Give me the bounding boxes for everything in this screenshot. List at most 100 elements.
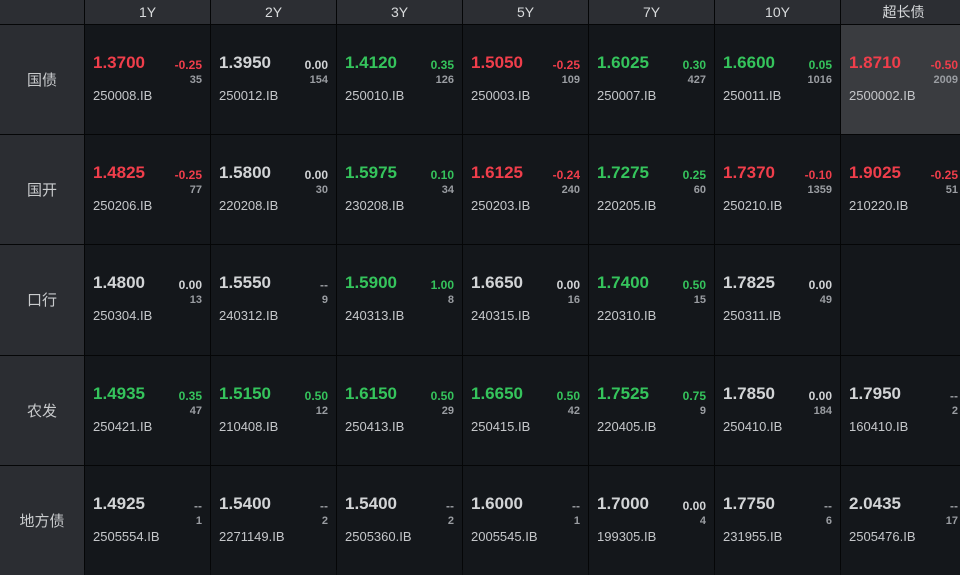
quote-cell[interactable]: 1.7850 0.00 184 250410.IB [715, 355, 840, 465]
quote-cell[interactable]: 1.3950 0.00 154 250012.IB [211, 25, 336, 135]
bond-code: 220208.IB [219, 198, 279, 214]
yield-value: 1.7850 [723, 383, 775, 403]
quote-cell[interactable]: 1.7825 0.00 49 250311.IB [715, 245, 840, 355]
yield-value: 1.6650 [471, 273, 523, 293]
yield-change: 0.50 [430, 388, 454, 403]
quote-cell[interactable]: 1.4120 0.35 126 250010.IB [337, 25, 462, 135]
bond-code: 250007.IB [597, 88, 657, 103]
bond-code: 240315.IB [471, 308, 531, 324]
quote-cell[interactable]: 1.7525 0.75 9 220405.IB [589, 355, 714, 465]
column-header-ultra-long[interactable]: 超长债 [841, 0, 960, 24]
yield-change: -0.25 [174, 168, 202, 183]
quote-cell[interactable]: 1.5975 0.10 34 230208.IB [337, 135, 462, 245]
yield-change: 0.35 [430, 58, 454, 72]
row-label: 国开 [0, 135, 84, 245]
bond-code: 250010.IB [345, 88, 405, 103]
trade-volume: 240 [561, 184, 580, 197]
quote-cell[interactable]: 1.5150 0.50 12 210408.IB [211, 355, 336, 465]
yield-change: -0.50 [930, 58, 958, 72]
yield-change: 0.00 [304, 168, 328, 183]
yield-change: -- [824, 498, 832, 513]
quote-cell[interactable]: 1.9025 -0.25 51 210220.IB [841, 135, 960, 245]
yield-change: 0.00 [178, 278, 202, 293]
yield-value: 1.7400 [597, 273, 649, 293]
trade-volume: 1 [573, 514, 580, 527]
quote-cell[interactable]: 1.7950 -- 2 160410.IB [841, 355, 960, 465]
yield-value: 1.6650 [471, 383, 523, 403]
quote-cell[interactable]: 1.7000 0.00 4 199305.IB [589, 465, 714, 575]
yield-value: 1.7370 [723, 163, 775, 183]
trade-volume: 109 [561, 74, 580, 86]
bond-code: 220405.IB [597, 418, 657, 434]
header-corner [0, 0, 84, 24]
trade-volume: 6 [825, 514, 832, 527]
yield-change: 0.00 [682, 498, 706, 513]
trade-volume: 9 [321, 294, 328, 307]
row-label: 国债 [0, 25, 84, 135]
yield-change: -- [950, 388, 958, 403]
bond-code: 250203.IB [471, 198, 531, 214]
quote-cell[interactable]: 1.6000 -- 1 2005545.IB [463, 465, 588, 575]
yield-change: 0.25 [682, 168, 706, 183]
trade-volume: 30 [315, 184, 328, 197]
bond-code: 2271149.IB [219, 528, 285, 544]
quote-cell[interactable]: 1.4925 -- 1 2505554.IB [85, 465, 210, 575]
yield-change: 0.35 [178, 388, 202, 403]
quote-cell[interactable]: 1.5050 -0.25 109 250003.IB [463, 25, 588, 135]
yield-change: -- [320, 498, 328, 513]
quote-cell[interactable]: 1.5550 -- 9 240312.IB [211, 245, 336, 355]
column-header-7y[interactable]: 7Y [589, 0, 714, 24]
yield-change: 0.00 [808, 388, 832, 403]
quote-cell[interactable]: 1.6025 0.30 427 250007.IB [589, 25, 714, 135]
yield-change: 0.50 [556, 388, 580, 403]
yield-value: 1.5550 [219, 273, 271, 293]
quote-cell[interactable]: 1.7400 0.50 15 220310.IB [589, 245, 714, 355]
yield-change: -- [446, 498, 454, 513]
quote-cell[interactable]: 2.0435 -- 17 2505476.IB [841, 465, 960, 575]
quote-cell[interactable]: 1.3700 -0.25 35 250008.IB [85, 25, 210, 135]
trade-volume: 47 [189, 404, 202, 417]
yield-value: 1.6025 [597, 53, 649, 72]
yield-value: 1.5975 [345, 163, 397, 183]
quote-cell[interactable]: 1.7370 -0.10 1359 250210.IB [715, 135, 840, 245]
quote-cell[interactable]: 1.6650 0.50 42 250415.IB [463, 355, 588, 465]
column-header-10y[interactable]: 10Y [715, 0, 840, 24]
quote-cell[interactable]: 1.5400 -- 2 2271149.IB [211, 465, 336, 575]
quote-cell[interactable]: 1.4825 -0.25 77 250206.IB [85, 135, 210, 245]
trade-volume: 1359 [807, 184, 832, 197]
yield-value: 1.7275 [597, 163, 649, 183]
quote-cell[interactable]: 1.6150 0.50 29 250413.IB [337, 355, 462, 465]
trade-volume: 1016 [807, 74, 832, 86]
quote-cell[interactable]: 1.5400 -- 2 2505360.IB [337, 465, 462, 575]
trade-volume: 77 [189, 184, 202, 197]
yield-value: 1.5400 [219, 493, 271, 513]
quote-cell[interactable]: 1.5900 1.00 8 240313.IB [337, 245, 462, 355]
quote-cell[interactable]: 1.6600 0.05 1016 250011.IB [715, 25, 840, 135]
quote-cell[interactable]: 1.7750 -- 6 231955.IB [715, 465, 840, 575]
column-header-2y[interactable]: 2Y [211, 0, 336, 24]
row-label: 农发 [0, 355, 84, 465]
quote-cell[interactable]: 1.7275 0.25 60 220205.IB [589, 135, 714, 245]
quote-cell[interactable]: 1.6650 0.00 16 240315.IB [463, 245, 588, 355]
yield-change: -- [950, 498, 958, 513]
column-header-3y[interactable]: 3Y [337, 0, 462, 24]
bond-code: 250304.IB [93, 308, 153, 324]
yield-value: 1.4925 [93, 493, 145, 513]
quote-cell[interactable]: 1.6125 -0.24 240 250203.IB [463, 135, 588, 245]
yield-value: 1.6150 [345, 383, 397, 403]
column-header-5y[interactable]: 5Y [463, 0, 588, 24]
column-header-1y[interactable]: 1Y [85, 0, 210, 24]
quote-cell[interactable]: 1.4935 0.35 47 250421.IB [85, 355, 210, 465]
yield-value: 1.9025 [849, 163, 901, 183]
bond-code: 231955.IB [723, 528, 783, 544]
trade-volume: 184 [813, 404, 832, 417]
yield-change: -0.10 [804, 168, 832, 183]
yield-value: 1.4120 [345, 53, 397, 72]
yield-value: 1.4800 [93, 273, 145, 293]
quote-cell[interactable]: 1.4800 0.00 13 250304.IB [85, 245, 210, 355]
quote-cell[interactable]: 1.5800 0.00 30 220208.IB [211, 135, 336, 245]
quote-cell[interactable]: 1.8710 -0.50 2009 2500002.IB [841, 25, 960, 135]
bond-code: 230208.IB [345, 198, 405, 214]
bond-code: 2505360.IB [345, 528, 412, 544]
trade-volume: 2009 [933, 74, 958, 86]
